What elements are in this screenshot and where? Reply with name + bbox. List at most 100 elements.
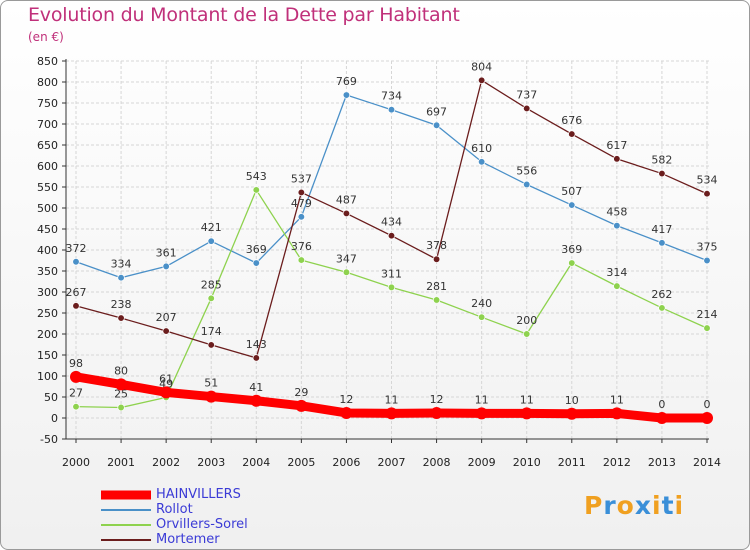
proxiti-logo: Proxiti bbox=[584, 491, 684, 520]
data-point-rollot bbox=[613, 221, 621, 230]
data-point-rollot bbox=[568, 201, 576, 209]
data-point-mortemer bbox=[658, 169, 666, 178]
y-tick-label: 300 bbox=[37, 286, 58, 299]
legend-swatch bbox=[101, 490, 151, 499]
data-point-rollot bbox=[117, 274, 125, 282]
data-label-orvillers-sorel: 27 bbox=[69, 387, 83, 400]
y-tick-label: 600 bbox=[37, 160, 58, 173]
data-point-orvillers-sorel bbox=[342, 268, 351, 276]
data-point-orvillers-sorel bbox=[207, 294, 215, 302]
x-tick-label: 2011 bbox=[558, 456, 586, 469]
data-point-orvillers-sorel bbox=[613, 282, 621, 290]
logo-letter: i bbox=[674, 491, 685, 520]
legend-item-hainvillers: HAINVILLERS bbox=[101, 487, 301, 502]
legend-item-orvillers-sorel: Orvillers-Sorel bbox=[101, 517, 301, 532]
data-label-rollot: 610 bbox=[471, 142, 492, 155]
chart-title: Evolution du Montant de la Dette par Hab… bbox=[28, 4, 460, 26]
x-tick-label: 2001 bbox=[107, 456, 135, 469]
x-tick-label: 2004 bbox=[242, 456, 270, 469]
x-tick-label: 2013 bbox=[648, 456, 676, 469]
y-tick-label: 400 bbox=[37, 244, 58, 257]
y-tick-label: 800 bbox=[37, 76, 58, 89]
y-tick-label: 700 bbox=[37, 118, 58, 131]
y-tick-label: 450 bbox=[37, 223, 58, 236]
data-point-mortemer bbox=[568, 130, 576, 138]
data-point-hainvillers bbox=[295, 399, 308, 412]
data-label-rollot: 479 bbox=[291, 197, 312, 210]
data-point-rollot bbox=[252, 259, 260, 267]
x-tick-label: 2005 bbox=[287, 456, 315, 469]
data-label-orvillers-sorel: 311 bbox=[381, 267, 402, 280]
x-tick-label: 2007 bbox=[378, 456, 406, 469]
data-point-rollot bbox=[297, 213, 306, 221]
data-point-hainvillers bbox=[385, 407, 398, 420]
x-tick-label: 2000 bbox=[62, 456, 90, 469]
data-label-orvillers-sorel: 369 bbox=[561, 243, 582, 256]
data-label-hainvillers: 80 bbox=[114, 364, 128, 377]
x-tick-label: 2009 bbox=[468, 456, 496, 469]
data-point-rollot bbox=[387, 106, 396, 114]
series-rollot: 372 334 361 421 369 479 769 734 697 610 556 507 458 4… bbox=[66, 75, 718, 282]
data-label-mortemer: 617 bbox=[606, 139, 627, 152]
y-tick-label: 750 bbox=[37, 97, 58, 110]
data-point-hainvillers bbox=[701, 412, 713, 424]
data-point-rollot bbox=[477, 158, 486, 166]
data-label-mortemer: 267 bbox=[66, 286, 87, 299]
y-tick-label: 50 bbox=[44, 391, 58, 404]
x-tick-label: 2014 bbox=[693, 456, 721, 469]
series-hainvillers: 98 80 61 51 41 29 12 11 12 11 11 10 11 0 0 bbox=[69, 357, 713, 424]
data-point-hainvillers bbox=[250, 394, 263, 407]
data-point-orvillers-sorel bbox=[387, 283, 396, 292]
y-tick-label: 350 bbox=[37, 265, 58, 278]
logo-letter: x bbox=[634, 491, 652, 520]
legend-swatch bbox=[101, 538, 151, 541]
data-point-mortemer bbox=[117, 314, 125, 322]
data-label-mortemer: 487 bbox=[336, 193, 357, 206]
data-label-rollot: 556 bbox=[516, 164, 537, 177]
data-label-mortemer: 378 bbox=[426, 239, 447, 252]
data-label-rollot: 334 bbox=[111, 258, 132, 271]
data-label-hainvillers: 0 bbox=[704, 398, 711, 411]
data-label-orvillers-sorel: 314 bbox=[606, 266, 627, 279]
data-label-rollot: 361 bbox=[156, 246, 177, 259]
legend-label: Rollot bbox=[156, 502, 193, 517]
data-point-hainvillers bbox=[430, 406, 443, 419]
data-label-orvillers-sorel: 49 bbox=[159, 377, 173, 390]
data-label-hainvillers: 29 bbox=[294, 386, 308, 399]
data-label-rollot: 507 bbox=[561, 185, 582, 198]
data-point-hainvillers bbox=[340, 406, 353, 419]
legend-label: Orvillers-Sorel bbox=[156, 517, 248, 532]
x-tick-label: 2008 bbox=[423, 456, 451, 469]
y-tick-label: 500 bbox=[37, 202, 58, 215]
data-label-hainvillers: 11 bbox=[385, 393, 399, 406]
data-point-orvillers-sorel bbox=[658, 304, 666, 312]
data-point-mortemer bbox=[72, 302, 80, 310]
y-tick-label: -50 bbox=[40, 433, 58, 446]
data-label-hainvillers: 51 bbox=[204, 377, 218, 390]
data-label-mortemer: 534 bbox=[697, 174, 718, 187]
data-point-mortemer bbox=[162, 327, 170, 335]
data-point-hainvillers bbox=[565, 407, 578, 420]
x-tick-label: 2010 bbox=[513, 456, 541, 469]
data-label-orvillers-sorel: 285 bbox=[201, 278, 222, 291]
data-label-hainvillers: 11 bbox=[520, 393, 534, 406]
data-point-orvillers-sorel bbox=[117, 403, 125, 412]
data-point-mortemer bbox=[207, 341, 215, 349]
data-point-rollot bbox=[72, 258, 80, 266]
data-point-orvillers-sorel bbox=[432, 296, 441, 304]
y-tick-label: 250 bbox=[37, 307, 58, 320]
data-point-hainvillers bbox=[115, 378, 128, 391]
x-tick-label: 2002 bbox=[152, 456, 180, 469]
chart-legend: HAINVILLERS Rollot Orvillers-Sorel Mortemer bbox=[101, 487, 301, 547]
data-point-rollot bbox=[342, 91, 351, 99]
data-label-rollot: 769 bbox=[336, 75, 357, 88]
logo-letter: t bbox=[661, 491, 675, 520]
data-label-rollot: 458 bbox=[606, 206, 627, 219]
series-mortemer: 267 238 207 174 143 537 487 434 378 804 737 676 617 5… bbox=[66, 60, 718, 362]
data-point-mortemer bbox=[432, 255, 441, 263]
data-point-orvillers-sorel bbox=[252, 186, 260, 194]
data-label-hainvillers: 12 bbox=[430, 393, 444, 406]
data-point-orvillers-sorel bbox=[703, 324, 711, 332]
data-point-hainvillers bbox=[520, 407, 533, 420]
data-point-mortemer bbox=[523, 104, 531, 113]
